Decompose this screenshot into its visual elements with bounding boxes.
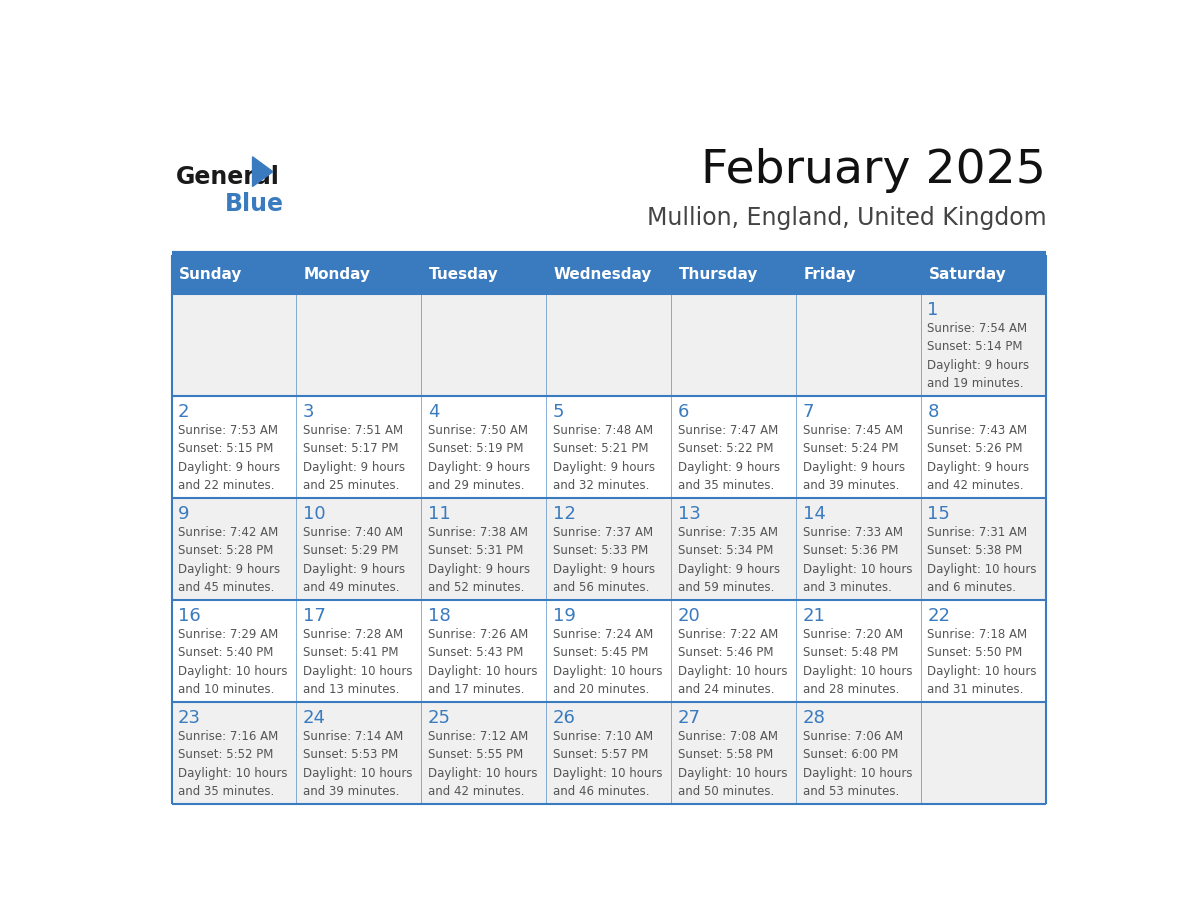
- Text: 20: 20: [677, 608, 700, 625]
- Text: Sunrise: 7:45 AM
Sunset: 5:24 PM
Daylight: 9 hours
and 39 minutes.: Sunrise: 7:45 AM Sunset: 5:24 PM Dayligh…: [803, 423, 904, 492]
- Text: 10: 10: [303, 505, 326, 523]
- Text: Sunrise: 7:28 AM
Sunset: 5:41 PM
Daylight: 10 hours
and 13 minutes.: Sunrise: 7:28 AM Sunset: 5:41 PM Dayligh…: [303, 628, 412, 696]
- Bar: [171, 498, 1047, 600]
- Text: 11: 11: [428, 505, 450, 523]
- Text: Sunrise: 7:10 AM
Sunset: 5:57 PM
Daylight: 10 hours
and 46 minutes.: Sunrise: 7:10 AM Sunset: 5:57 PM Dayligh…: [552, 730, 662, 799]
- Text: 19: 19: [552, 608, 575, 625]
- Text: Sunrise: 7:24 AM
Sunset: 5:45 PM
Daylight: 10 hours
and 20 minutes.: Sunrise: 7:24 AM Sunset: 5:45 PM Dayligh…: [552, 628, 662, 696]
- Text: Sunrise: 7:06 AM
Sunset: 6:00 PM
Daylight: 10 hours
and 53 minutes.: Sunrise: 7:06 AM Sunset: 6:00 PM Dayligh…: [803, 730, 912, 799]
- Text: Sunrise: 7:43 AM
Sunset: 5:26 PM
Daylight: 9 hours
and 42 minutes.: Sunrise: 7:43 AM Sunset: 5:26 PM Dayligh…: [928, 423, 1030, 492]
- Text: 18: 18: [428, 608, 450, 625]
- Text: Sunrise: 7:47 AM
Sunset: 5:22 PM
Daylight: 9 hours
and 35 minutes.: Sunrise: 7:47 AM Sunset: 5:22 PM Dayligh…: [677, 423, 779, 492]
- Text: Sunrise: 7:18 AM
Sunset: 5:50 PM
Daylight: 10 hours
and 31 minutes.: Sunrise: 7:18 AM Sunset: 5:50 PM Dayligh…: [928, 628, 1037, 696]
- Bar: [171, 294, 1047, 396]
- Bar: [297, 255, 422, 294]
- Text: 26: 26: [552, 710, 575, 727]
- Text: 24: 24: [303, 710, 326, 727]
- Text: Sunrise: 7:38 AM
Sunset: 5:31 PM
Daylight: 9 hours
and 52 minutes.: Sunrise: 7:38 AM Sunset: 5:31 PM Dayligh…: [428, 526, 530, 594]
- Text: 3: 3: [303, 403, 314, 421]
- Bar: [671, 255, 796, 294]
- Text: Sunrise: 7:42 AM
Sunset: 5:28 PM
Daylight: 9 hours
and 45 minutes.: Sunrise: 7:42 AM Sunset: 5:28 PM Dayligh…: [178, 526, 280, 594]
- Text: Sunrise: 7:14 AM
Sunset: 5:53 PM
Daylight: 10 hours
and 39 minutes.: Sunrise: 7:14 AM Sunset: 5:53 PM Dayligh…: [303, 730, 412, 799]
- Bar: [171, 396, 1047, 498]
- Text: Sunrise: 7:20 AM
Sunset: 5:48 PM
Daylight: 10 hours
and 28 minutes.: Sunrise: 7:20 AM Sunset: 5:48 PM Dayligh…: [803, 628, 912, 696]
- Text: Sunrise: 7:08 AM
Sunset: 5:58 PM
Daylight: 10 hours
and 50 minutes.: Sunrise: 7:08 AM Sunset: 5:58 PM Dayligh…: [677, 730, 788, 799]
- Text: 15: 15: [928, 505, 950, 523]
- Text: Sunrise: 7:12 AM
Sunset: 5:55 PM
Daylight: 10 hours
and 42 minutes.: Sunrise: 7:12 AM Sunset: 5:55 PM Dayligh…: [428, 730, 537, 799]
- Text: Sunrise: 7:50 AM
Sunset: 5:19 PM
Daylight: 9 hours
and 29 minutes.: Sunrise: 7:50 AM Sunset: 5:19 PM Dayligh…: [428, 423, 530, 492]
- Text: 16: 16: [178, 608, 201, 625]
- Text: Sunday: Sunday: [179, 267, 242, 282]
- Text: Tuesday: Tuesday: [429, 267, 499, 282]
- Bar: [546, 255, 671, 294]
- Text: Sunrise: 7:54 AM
Sunset: 5:14 PM
Daylight: 9 hours
and 19 minutes.: Sunrise: 7:54 AM Sunset: 5:14 PM Dayligh…: [928, 321, 1030, 390]
- Text: Sunrise: 7:51 AM
Sunset: 5:17 PM
Daylight: 9 hours
and 25 minutes.: Sunrise: 7:51 AM Sunset: 5:17 PM Dayligh…: [303, 423, 405, 492]
- Text: February 2025: February 2025: [701, 148, 1047, 193]
- Text: 8: 8: [928, 403, 939, 421]
- Text: Sunrise: 7:29 AM
Sunset: 5:40 PM
Daylight: 10 hours
and 10 minutes.: Sunrise: 7:29 AM Sunset: 5:40 PM Dayligh…: [178, 628, 287, 696]
- Text: Sunrise: 7:26 AM
Sunset: 5:43 PM
Daylight: 10 hours
and 17 minutes.: Sunrise: 7:26 AM Sunset: 5:43 PM Dayligh…: [428, 628, 537, 696]
- Polygon shape: [253, 157, 273, 186]
- Text: Wednesday: Wednesday: [554, 267, 652, 282]
- Text: Sunrise: 7:48 AM
Sunset: 5:21 PM
Daylight: 9 hours
and 32 minutes.: Sunrise: 7:48 AM Sunset: 5:21 PM Dayligh…: [552, 423, 655, 492]
- Bar: [921, 255, 1047, 294]
- Bar: [171, 702, 1047, 804]
- Text: 27: 27: [677, 710, 701, 727]
- Text: 4: 4: [428, 403, 440, 421]
- Text: 12: 12: [552, 505, 575, 523]
- Text: 22: 22: [928, 608, 950, 625]
- Text: 9: 9: [178, 505, 189, 523]
- Text: Sunrise: 7:37 AM
Sunset: 5:33 PM
Daylight: 9 hours
and 56 minutes.: Sunrise: 7:37 AM Sunset: 5:33 PM Dayligh…: [552, 526, 655, 594]
- Text: 1: 1: [928, 301, 939, 319]
- Text: 21: 21: [803, 608, 826, 625]
- Text: Monday: Monday: [304, 267, 371, 282]
- Text: Sunrise: 7:40 AM
Sunset: 5:29 PM
Daylight: 9 hours
and 49 minutes.: Sunrise: 7:40 AM Sunset: 5:29 PM Dayligh…: [303, 526, 405, 594]
- Text: 28: 28: [803, 710, 826, 727]
- Text: 2: 2: [178, 403, 189, 421]
- Text: 17: 17: [303, 608, 326, 625]
- Text: Friday: Friday: [804, 267, 857, 282]
- Text: Blue: Blue: [225, 192, 284, 216]
- Bar: [171, 600, 1047, 702]
- Text: 23: 23: [178, 710, 201, 727]
- Text: Sunrise: 7:53 AM
Sunset: 5:15 PM
Daylight: 9 hours
and 22 minutes.: Sunrise: 7:53 AM Sunset: 5:15 PM Dayligh…: [178, 423, 280, 492]
- Text: 6: 6: [677, 403, 689, 421]
- Bar: [796, 255, 921, 294]
- Text: General: General: [176, 165, 280, 189]
- Text: Sunrise: 7:22 AM
Sunset: 5:46 PM
Daylight: 10 hours
and 24 minutes.: Sunrise: 7:22 AM Sunset: 5:46 PM Dayligh…: [677, 628, 788, 696]
- Bar: [171, 255, 297, 294]
- Text: Sunrise: 7:35 AM
Sunset: 5:34 PM
Daylight: 9 hours
and 59 minutes.: Sunrise: 7:35 AM Sunset: 5:34 PM Dayligh…: [677, 526, 779, 594]
- Bar: [422, 255, 546, 294]
- Text: Sunrise: 7:31 AM
Sunset: 5:38 PM
Daylight: 10 hours
and 6 minutes.: Sunrise: 7:31 AM Sunset: 5:38 PM Dayligh…: [928, 526, 1037, 594]
- Text: 5: 5: [552, 403, 564, 421]
- Text: Thursday: Thursday: [678, 267, 758, 282]
- Text: 7: 7: [803, 403, 814, 421]
- Text: 13: 13: [677, 505, 701, 523]
- Text: Sunrise: 7:16 AM
Sunset: 5:52 PM
Daylight: 10 hours
and 35 minutes.: Sunrise: 7:16 AM Sunset: 5:52 PM Dayligh…: [178, 730, 287, 799]
- Text: Sunrise: 7:33 AM
Sunset: 5:36 PM
Daylight: 10 hours
and 3 minutes.: Sunrise: 7:33 AM Sunset: 5:36 PM Dayligh…: [803, 526, 912, 594]
- Text: Saturday: Saturday: [929, 267, 1006, 282]
- Text: 14: 14: [803, 505, 826, 523]
- Text: 25: 25: [428, 710, 450, 727]
- Text: Mullion, England, United Kingdom: Mullion, England, United Kingdom: [646, 206, 1047, 230]
